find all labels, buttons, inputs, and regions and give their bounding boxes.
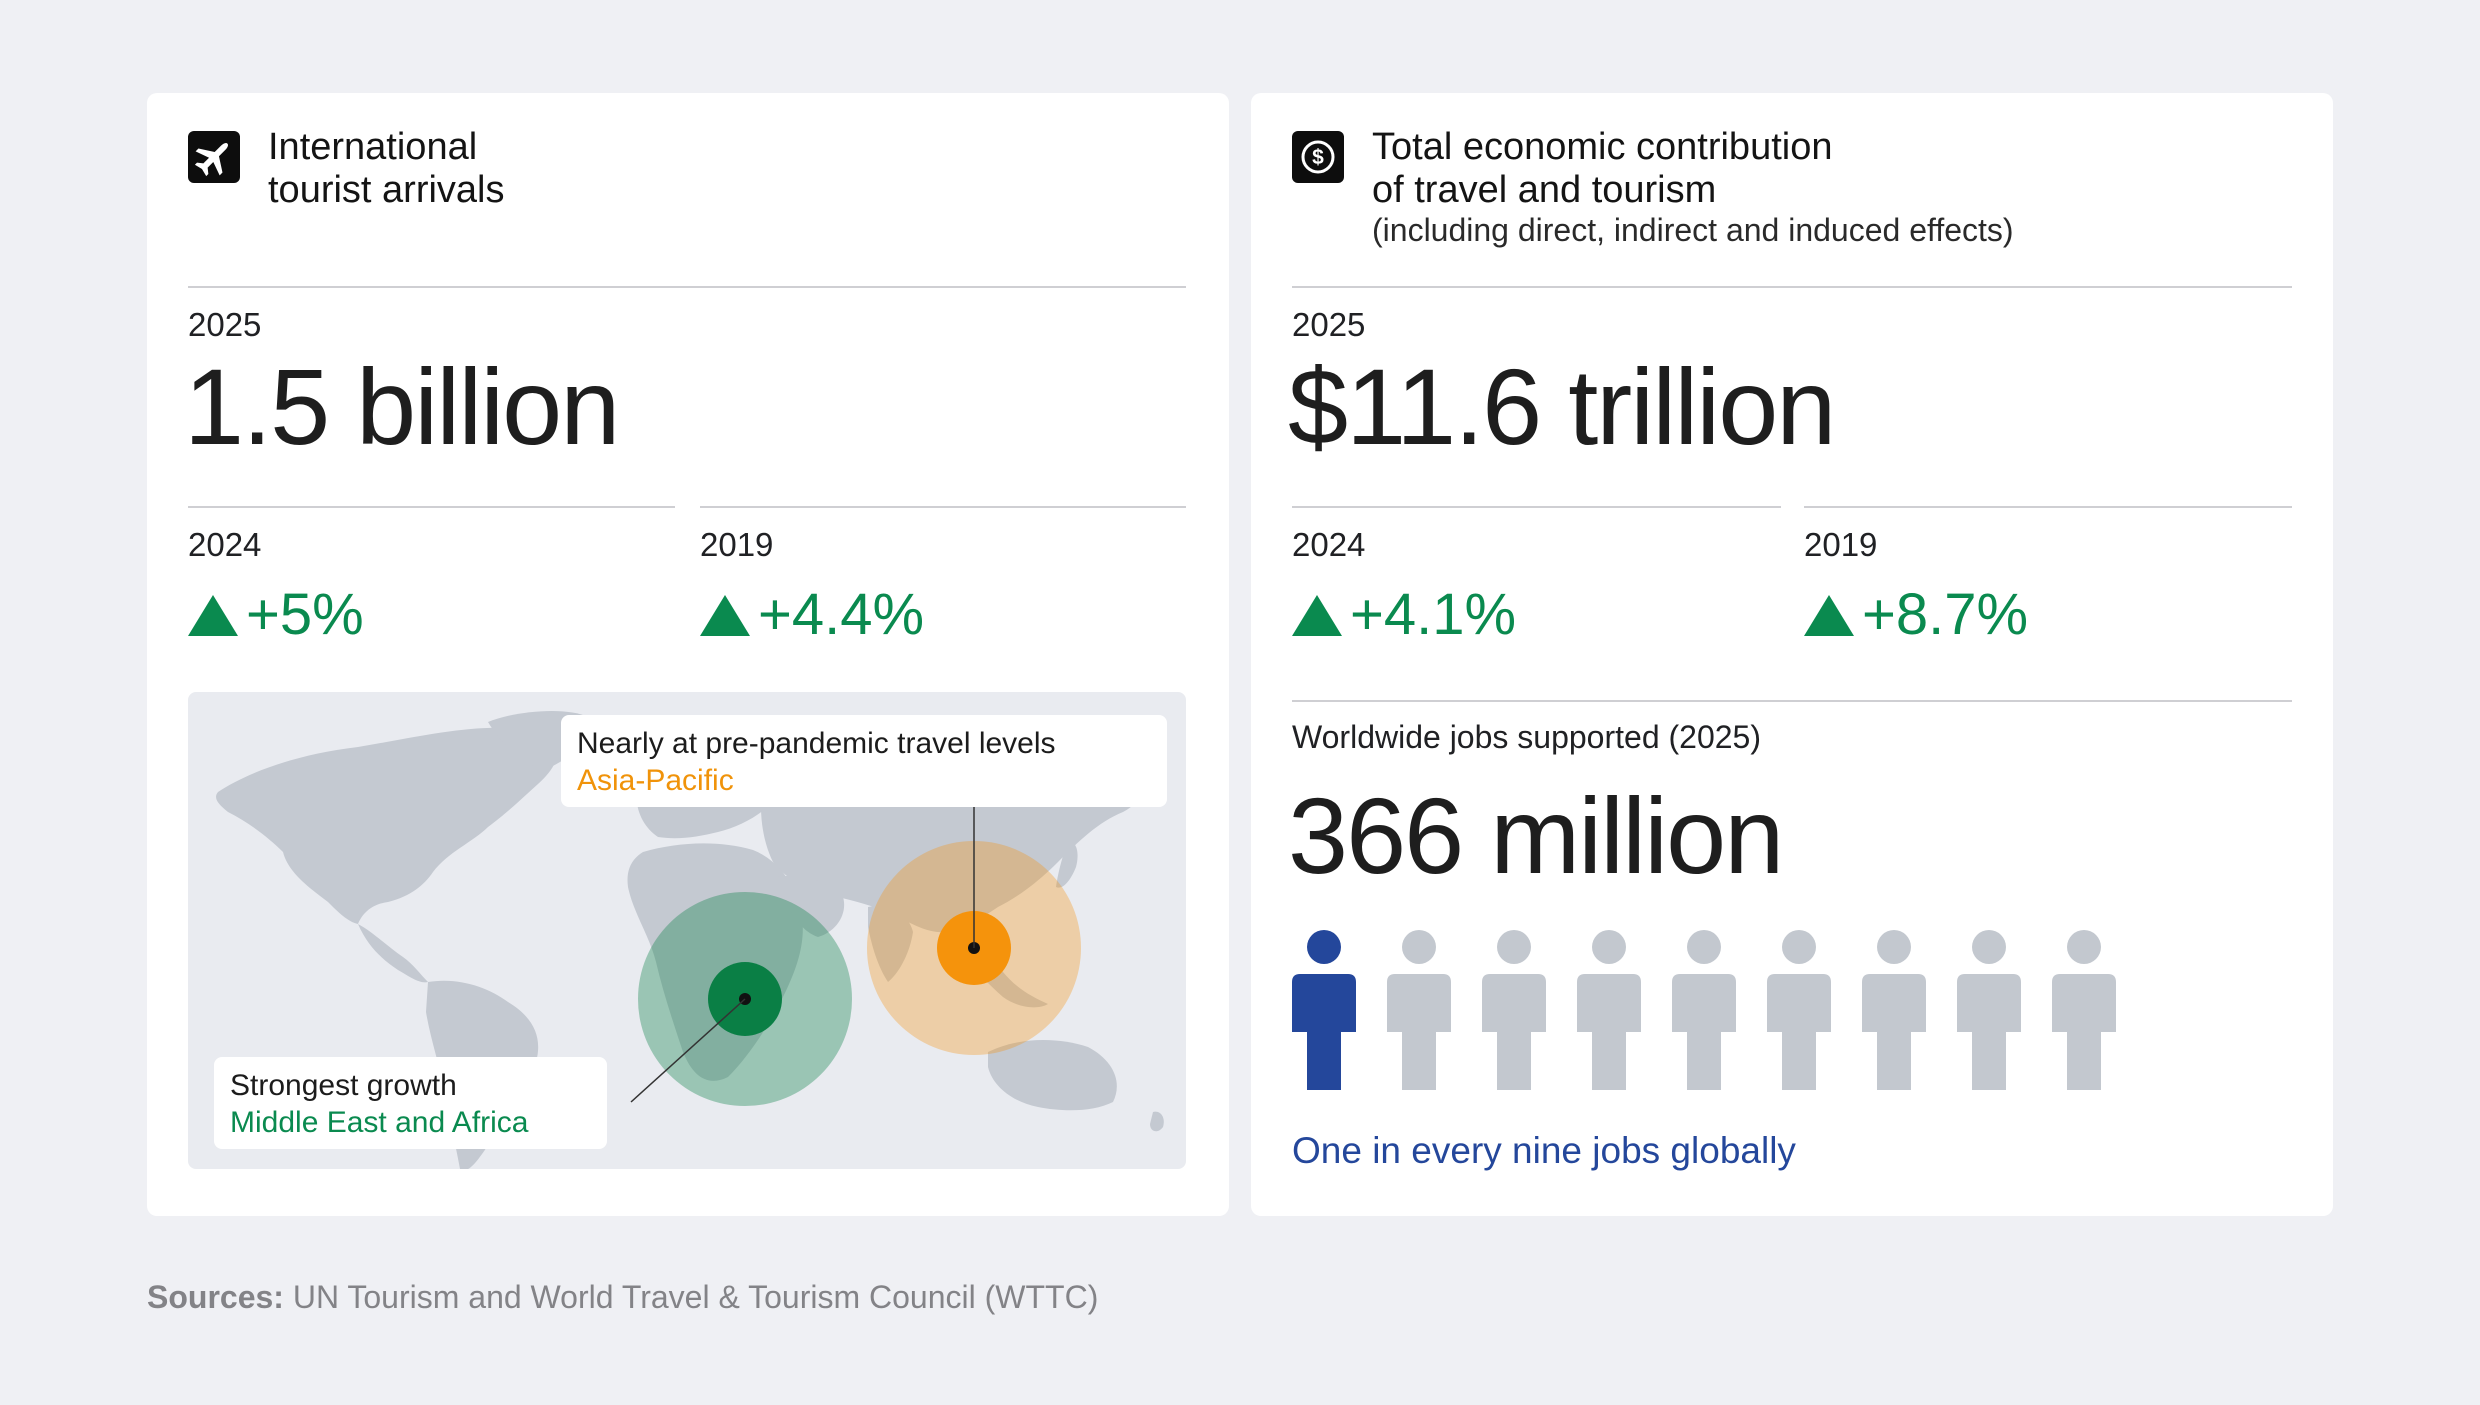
jobs-value: 366 million	[1288, 775, 1784, 896]
delta-text: +8.7%	[1862, 582, 2029, 647]
mea-leader-line	[630, 998, 746, 1103]
divider	[1292, 506, 1781, 508]
divider	[1292, 700, 2292, 702]
airplane-icon	[188, 131, 240, 183]
person-icon	[1577, 930, 1641, 1090]
callout-text: Nearly at pre-pandemic travel levels	[577, 727, 1056, 760]
person-icon	[1672, 930, 1736, 1090]
divider	[1804, 506, 2292, 508]
australia-landmass	[988, 1040, 1117, 1111]
main-value: 1.5 billion	[184, 346, 620, 467]
person-icon	[1767, 930, 1831, 1090]
main-value: $11.6 trillion	[1288, 346, 1836, 467]
jobs-label: Worldwide jobs supported (2025)	[1292, 719, 1761, 755]
card-title: International tourist arrivals	[268, 126, 505, 212]
divider	[1292, 286, 2292, 288]
callout-region: Asia-Pacific	[577, 764, 734, 797]
main-year: 2025	[1292, 306, 1366, 343]
north-america-landmass	[216, 727, 558, 924]
person-icon	[2052, 930, 2116, 1090]
jobs-caption: One in every nine jobs globally	[1292, 1130, 1796, 1171]
up-arrow-icon	[188, 595, 238, 636]
japan-landmass	[1056, 841, 1078, 888]
card-subtitle: (including direct, indirect and induced …	[1372, 212, 2014, 248]
person-icon	[1862, 930, 1926, 1090]
new-zealand-landmass	[1150, 1111, 1164, 1132]
person-icon	[1957, 930, 2021, 1090]
svg-text:$: $	[1312, 146, 1324, 169]
middle-east-africa-callout: Strongest growth Middle East and Africa	[214, 1057, 607, 1149]
callout-text: Strongest growth	[230, 1069, 457, 1102]
compare-value-2: +4.4%	[700, 583, 924, 647]
sources-text: UN Tourism and World Travel & Tourism Co…	[283, 1279, 1099, 1315]
divider	[700, 506, 1186, 508]
compare-value-2: +8.7%	[1804, 583, 2028, 647]
delta-text: +4.1%	[1350, 582, 1517, 647]
sources-label: Sources:	[147, 1279, 284, 1315]
compare-value-1: +5%	[188, 583, 364, 647]
delta-text: +4.4%	[758, 582, 925, 647]
divider	[188, 286, 1186, 288]
compare-value-1: +4.1%	[1292, 583, 1516, 647]
callout-region: Middle East and Africa	[230, 1106, 529, 1139]
asia-pacific-callout: Nearly at pre-pandemic travel levels Asi…	[561, 715, 1167, 807]
dollar-icon: $	[1292, 131, 1344, 183]
arabia-landmass	[778, 875, 845, 937]
compare-year-2: 2019	[700, 526, 774, 563]
person-icon	[1482, 930, 1546, 1090]
title-line-2: tourist arrivals	[268, 169, 505, 211]
india-landmass	[868, 905, 913, 982]
main-year: 2025	[188, 306, 262, 343]
tourist-arrivals-card: International tourist arrivals 2025 1.5 …	[147, 93, 1229, 1216]
title-line-1: Total economic contribution	[1372, 126, 1833, 168]
title-line-2: of travel and tourism	[1372, 169, 1717, 211]
sources-note: Sources: UN Tourism and World Travel & T…	[147, 1279, 1098, 1316]
up-arrow-icon	[1804, 595, 1854, 636]
divider	[188, 506, 675, 508]
delta-text: +5%	[246, 582, 364, 647]
jobs-pictogram	[1292, 930, 2192, 1090]
economic-contribution-card: $ Total economic contribution of travel …	[1251, 93, 2333, 1216]
card-title: Total economic contribution of travel an…	[1372, 126, 1832, 212]
person-icon	[1387, 930, 1451, 1090]
compare-year-1: 2024	[188, 526, 262, 563]
world-map: Nearly at pre-pandemic travel levels Asi…	[188, 692, 1186, 1169]
compare-year-2: 2019	[1804, 526, 1878, 563]
up-arrow-icon	[700, 595, 750, 636]
title-line-1: International	[268, 126, 478, 168]
central-america-landmass	[358, 924, 428, 983]
up-arrow-icon	[1292, 595, 1342, 636]
compare-year-1: 2024	[1292, 526, 1366, 563]
person-icon-highlighted	[1292, 930, 1356, 1090]
